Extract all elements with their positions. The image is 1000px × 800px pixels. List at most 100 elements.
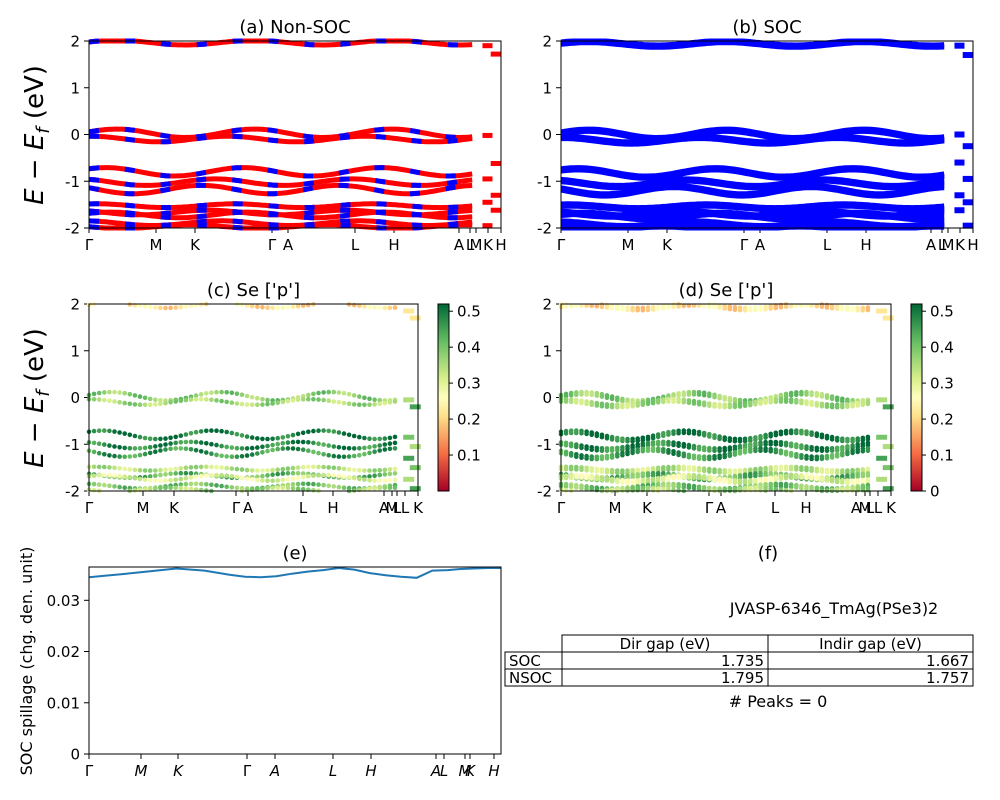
projection-point bbox=[209, 441, 214, 447]
projection-point bbox=[275, 305, 281, 311]
projection-point bbox=[748, 449, 753, 454]
projection-point bbox=[783, 466, 789, 472]
projection-point bbox=[117, 466, 122, 471]
xtick-label: M bbox=[135, 762, 148, 780]
projection-point bbox=[681, 303, 687, 309]
projection-point bbox=[655, 448, 661, 454]
projection-point bbox=[239, 446, 245, 451]
projection-point bbox=[387, 400, 393, 405]
band-line bbox=[560, 211, 945, 223]
projection-point bbox=[855, 449, 860, 455]
projection-point bbox=[372, 473, 377, 479]
projection-point bbox=[198, 302, 204, 307]
projection-point bbox=[260, 397, 265, 402]
projection-point bbox=[686, 467, 692, 472]
panel-e-title: (e) bbox=[282, 543, 307, 564]
projection-point bbox=[717, 455, 722, 461]
projection-point bbox=[357, 467, 362, 473]
projection-point bbox=[850, 439, 855, 444]
projection-point bbox=[280, 305, 286, 311]
projection-point bbox=[722, 404, 727, 410]
projection-point bbox=[168, 467, 173, 472]
projection-point bbox=[727, 480, 733, 485]
projection-point bbox=[285, 305, 291, 310]
plot-frame bbox=[88, 303, 419, 492]
projection-point bbox=[372, 436, 377, 442]
projection-point bbox=[579, 485, 584, 491]
projection-point bbox=[341, 474, 347, 479]
projection-point bbox=[229, 466, 235, 471]
projection-point bbox=[845, 404, 850, 410]
projection-point bbox=[265, 401, 270, 407]
projection-point bbox=[773, 305, 779, 311]
projection-point bbox=[763, 400, 768, 406]
projection-point bbox=[568, 466, 574, 472]
xtick-label: M bbox=[942, 236, 955, 254]
projection-point bbox=[742, 438, 748, 444]
projection-point bbox=[357, 446, 362, 451]
projection-point bbox=[137, 394, 143, 399]
projection-point bbox=[275, 435, 281, 441]
projection-point bbox=[676, 484, 681, 490]
projection-point bbox=[860, 402, 866, 408]
xtick-label: H bbox=[327, 499, 338, 517]
projection-point bbox=[173, 440, 178, 446]
projection-point bbox=[640, 437, 646, 443]
projection-point bbox=[132, 467, 138, 473]
projection-point bbox=[865, 487, 871, 493]
projection-point bbox=[300, 481, 306, 487]
projection-point bbox=[158, 467, 163, 473]
projection-point bbox=[696, 447, 702, 452]
projection-point bbox=[701, 433, 707, 438]
projection-point bbox=[132, 488, 138, 493]
projection-point bbox=[625, 439, 630, 444]
projection-point bbox=[645, 401, 651, 407]
projection-point bbox=[300, 474, 306, 480]
projection-point bbox=[112, 473, 117, 478]
projection-point bbox=[219, 443, 224, 449]
projection-point bbox=[321, 397, 326, 403]
plot-frame bbox=[88, 40, 502, 229]
projection-point bbox=[285, 446, 291, 451]
projection-point bbox=[137, 402, 143, 408]
projection-point bbox=[183, 439, 189, 445]
projection-point bbox=[722, 470, 727, 476]
projection-point bbox=[707, 469, 712, 474]
projection-point bbox=[773, 477, 779, 482]
projection-point bbox=[829, 437, 835, 442]
ytick-label: -2 bbox=[537, 483, 552, 501]
projection-point bbox=[865, 307, 871, 313]
projection-point bbox=[568, 303, 574, 309]
xtick-label: L bbox=[351, 236, 360, 254]
panel-f: (f) JVASP-6346_TmAg(PSe3)2 Dir gap (eV) Ind… bbox=[504, 543, 974, 711]
projection-point bbox=[147, 477, 153, 483]
projection-point bbox=[295, 475, 301, 481]
projection-point bbox=[295, 465, 301, 470]
projection-point bbox=[168, 478, 173, 483]
projection-point bbox=[794, 430, 799, 436]
projection-point bbox=[850, 307, 855, 313]
projection-point bbox=[676, 399, 681, 405]
projection-point bbox=[260, 402, 265, 407]
band-line-down bbox=[88, 165, 473, 179]
projection-point bbox=[122, 445, 127, 451]
projection-point bbox=[178, 304, 184, 310]
projection-point bbox=[829, 487, 835, 493]
projection-point bbox=[193, 474, 199, 480]
projection-point bbox=[794, 454, 799, 460]
xtick-label: L bbox=[393, 499, 402, 517]
projection-point bbox=[163, 447, 168, 452]
projection-point bbox=[290, 398, 296, 403]
ytick-label: 2 bbox=[70, 33, 80, 51]
projection-point bbox=[732, 452, 738, 457]
xtick-label: M bbox=[470, 236, 483, 254]
ytick-label: 0 bbox=[542, 389, 552, 407]
colorbar-tick-label: 0 bbox=[930, 483, 940, 501]
projection-point bbox=[311, 428, 316, 434]
projection-point bbox=[604, 478, 610, 483]
projection-point bbox=[645, 307, 651, 313]
xtick-label: H bbox=[495, 236, 506, 254]
projection-point bbox=[778, 450, 784, 456]
projection-point bbox=[142, 445, 148, 451]
projection-point bbox=[778, 467, 784, 472]
